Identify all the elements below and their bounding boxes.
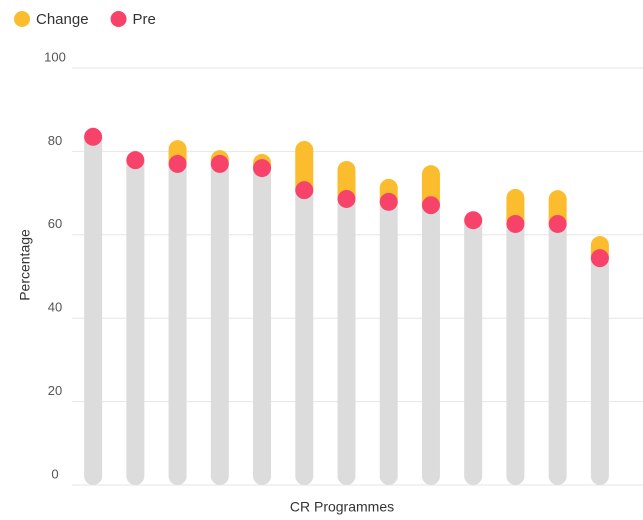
pre-dot [295, 181, 314, 200]
pre-track [379, 201, 398, 485]
y-tick-label: 80 [48, 133, 62, 148]
pre-track [253, 168, 272, 485]
pre-track [464, 220, 483, 485]
pre-track [126, 160, 145, 486]
pre-track [548, 223, 567, 485]
pre-track [590, 258, 609, 485]
pre-dot [379, 192, 398, 211]
y-tick-label: 100 [44, 49, 66, 64]
pre-dot [253, 159, 272, 178]
x-axis-label: CR Programmes [290, 499, 394, 515]
pre-dot [421, 196, 440, 215]
pre-dot [168, 154, 187, 173]
pre-dot [548, 214, 567, 233]
pre-track [168, 163, 187, 485]
legend-label: Change [36, 11, 89, 28]
y-tick-label: 0 [51, 466, 58, 481]
y-axis-label: Percentage [17, 229, 33, 301]
pre-dot [590, 249, 609, 268]
pre-dot [337, 189, 356, 208]
pre-track [421, 205, 440, 485]
legend-swatch [14, 11, 30, 27]
pre-dot [126, 151, 145, 170]
y-tick-label: 40 [48, 300, 62, 315]
pre-track [295, 190, 314, 485]
pre-track [210, 163, 229, 485]
legend-swatch [110, 11, 127, 27]
pre-dot [464, 211, 483, 230]
pre-dot [84, 127, 103, 146]
pre-track [84, 136, 103, 485]
pre-track [337, 198, 356, 486]
pre-dot [210, 154, 229, 173]
legend-label: Pre [133, 11, 156, 28]
y-tick-label: 20 [48, 383, 62, 398]
y-tick-label: 60 [48, 216, 62, 231]
pre-track [506, 223, 525, 485]
pre-dot [506, 214, 525, 233]
